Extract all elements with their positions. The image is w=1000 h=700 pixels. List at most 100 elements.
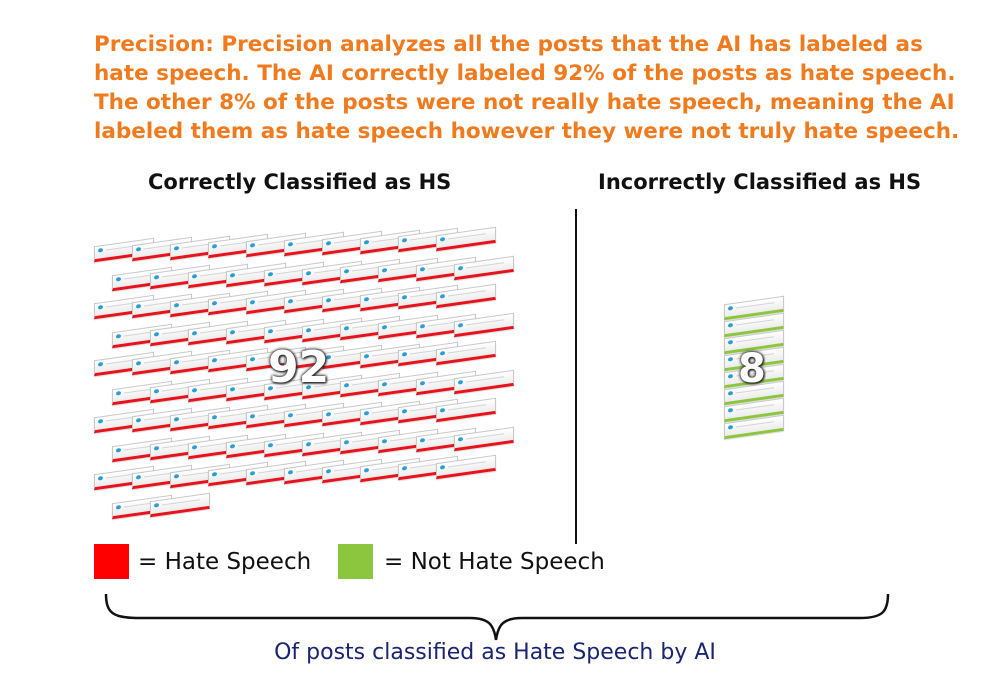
post-text-line [736,336,774,343]
bird-icon [344,326,349,331]
bird-icon [402,352,407,358]
post-text-line [448,347,486,354]
post-text-line [448,290,486,297]
bird-icon [440,237,445,242]
bird-icon [212,358,217,364]
post-text-line [448,404,486,411]
bird-icon [420,323,425,329]
bird-icon [306,441,311,447]
bird-icon [326,240,331,246]
bird-icon [440,408,445,413]
post-text-line [448,461,486,468]
bird-icon [212,415,217,421]
hate-speech-legend-label: = Hate Speech [138,549,312,575]
bird-icon [458,436,463,442]
bird-icon [420,437,425,443]
bird-icon [306,270,311,276]
bird-icon [116,333,121,339]
post-text-line [466,261,504,269]
bird-icon [344,440,349,445]
bird-icon [728,356,733,362]
bird-icon [326,297,331,303]
bird-icon [250,243,255,248]
bird-icon [458,265,463,271]
bird-icon [402,466,407,472]
bird-icon [174,302,179,308]
bird-icon [116,276,121,282]
bird-icon [382,268,387,273]
bird-icon [728,407,733,413]
bird-icon [98,247,103,253]
correctly-classified-heading: Correctly Classified as HS [148,170,452,194]
bird-icon [98,304,103,310]
bird-icon [136,360,141,366]
post-text-line [466,318,504,326]
not-hate-speech-legend-label: = Not Hate Speech [384,549,605,575]
bird-icon [250,471,255,476]
panel-divider [575,209,577,544]
bird-icon [440,294,445,299]
bird-icon [364,410,369,416]
post-text-line [736,404,774,411]
bird-icon [268,328,273,334]
bird-icon [136,474,141,480]
bird-icon [154,389,159,394]
bird-icon [288,241,293,247]
bird-icon [174,245,179,251]
bird-icon [382,325,387,330]
bird-icon [440,351,445,356]
bird-icon [230,386,235,392]
bird-icon [154,446,159,451]
bird-icon [174,359,179,365]
precision-explanation: Precision: Precision analyzes all the po… [94,32,960,144]
bird-icon [136,303,141,309]
incorrect-count: 8 [738,346,766,392]
post-text-line [736,302,774,309]
bird-icon [288,298,293,304]
bird-icon [458,322,463,328]
bird-icon [98,475,103,481]
curly-brace [104,593,890,641]
bird-icon [154,275,159,280]
bird-icon [154,332,159,337]
post-text-line [466,375,504,383]
bird-icon [728,424,733,430]
bird-icon [192,388,197,393]
bird-icon [230,443,235,449]
incorrectly-classified-heading: Incorrectly Classified as HS [598,170,922,194]
bird-icon [136,246,141,252]
bird-icon [382,439,387,444]
bird-icon [116,390,121,396]
bird-icon [212,244,217,250]
bird-icon [364,239,369,245]
post-text-line [466,432,504,440]
bird-icon [364,353,369,359]
bird-icon [382,382,387,387]
bird-icon [402,238,407,244]
bird-icon [250,357,255,362]
bird-icon [268,271,273,277]
bird-icon [728,305,733,311]
bird-icon [326,411,331,417]
bird-icon [728,373,733,379]
bird-icon [440,465,445,470]
bird-icon [420,380,425,386]
bird-icon [174,416,179,422]
bird-icon [728,322,733,328]
bird-icon [136,417,141,423]
bird-icon [306,327,311,333]
bird-icon [268,442,273,448]
bird-icon [192,331,197,336]
bird-icon [174,473,179,479]
not-hate-speech-swatch [338,544,373,579]
bird-icon [154,503,159,508]
bird-icon [344,269,349,274]
bird-icon [116,504,121,510]
bird-icon [98,361,103,367]
post-text-line [736,421,774,428]
bird-icon [364,296,369,302]
bird-icon [116,447,121,453]
bird-icon [98,418,103,424]
bird-icon [230,272,235,278]
post-text-line [736,319,774,326]
